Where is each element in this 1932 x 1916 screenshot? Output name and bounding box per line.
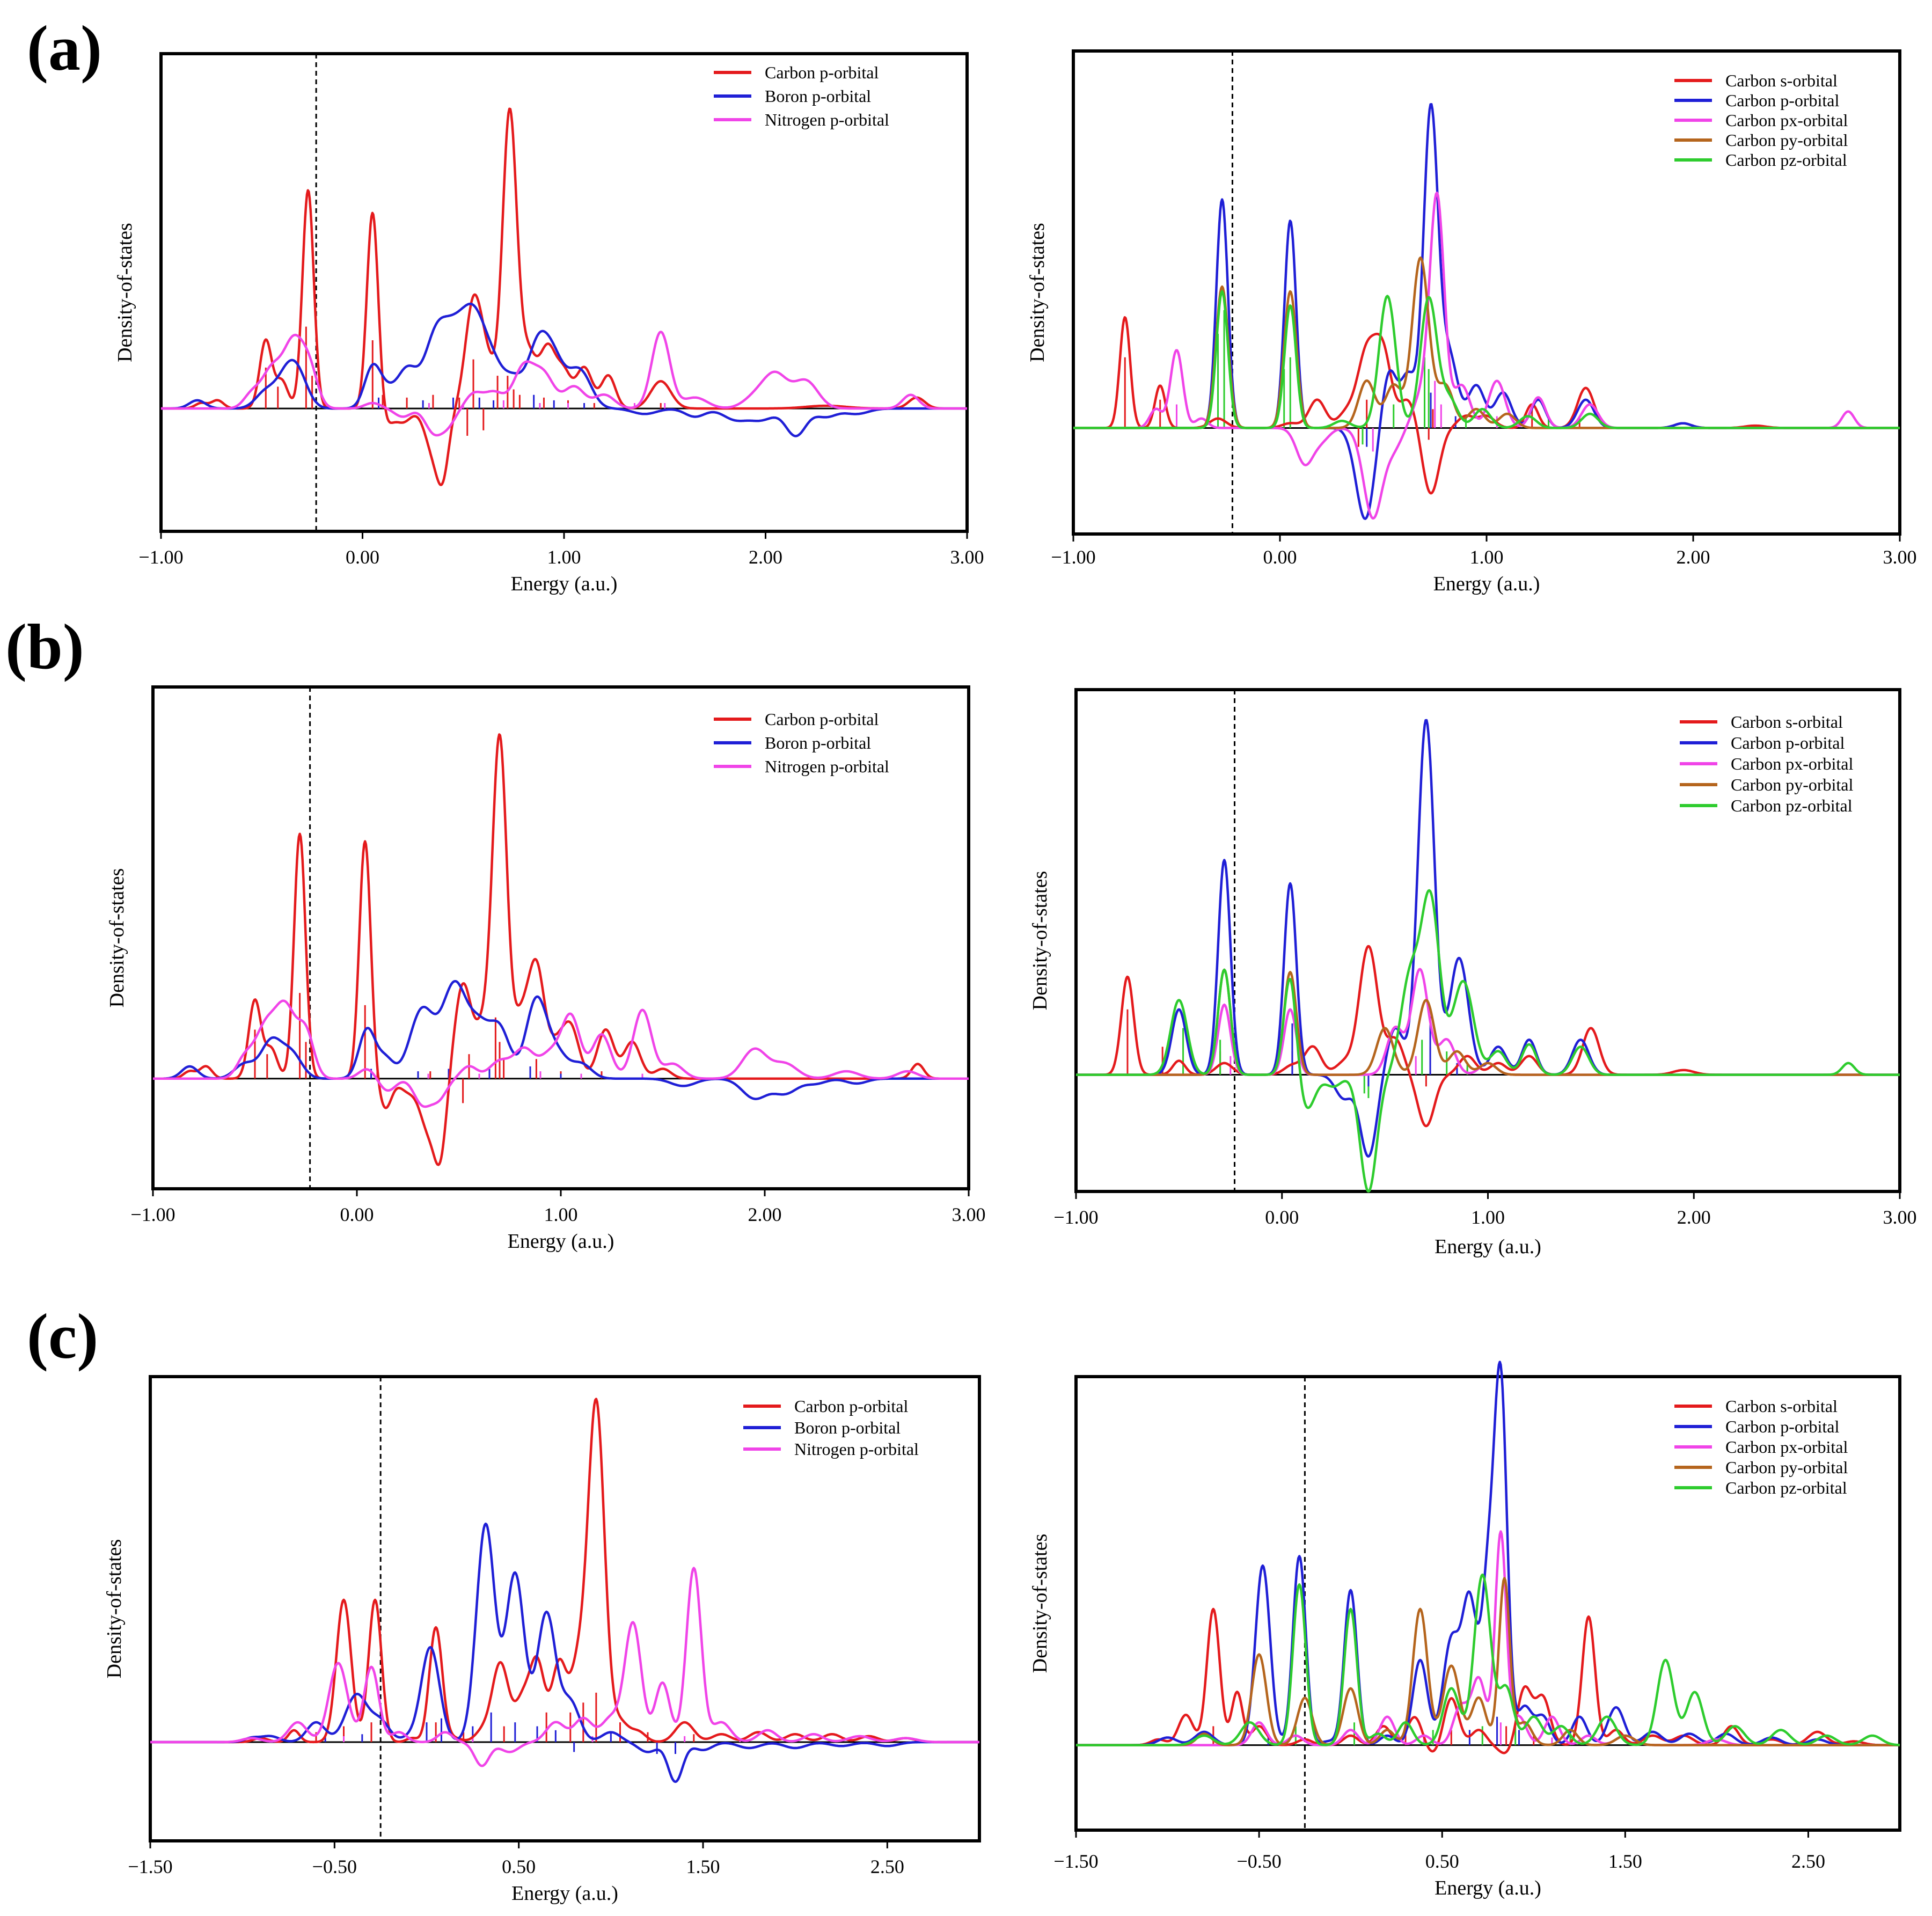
- x-tick-label: 1.50: [1608, 1851, 1642, 1872]
- y-axis-label: Density-of-states: [103, 1539, 126, 1679]
- x-tick-label: 2.50: [1791, 1851, 1825, 1872]
- plot-frame: [149, 1375, 981, 1842]
- legend-entry: Carbon px-orbital: [1731, 754, 1854, 773]
- series-line-3: [1075, 1530, 1900, 1746]
- x-tick-label: 1.00: [547, 546, 581, 568]
- series-line-1: [1075, 945, 1900, 1128]
- series-line-3: [160, 331, 968, 437]
- x-tick-label: −1.00: [138, 546, 183, 568]
- chart-a-left: −1.00 0.00 1.00 2.00 3.00 Energy (a.u.) Densit…: [114, 52, 984, 595]
- legend-entry: Carbon pz-orbital: [1731, 796, 1853, 815]
- legend-entry: Carbon p-orbital: [794, 1396, 909, 1416]
- series-line-1: [152, 733, 969, 1166]
- x-tick-label: 2.00: [748, 1204, 782, 1225]
- x-tick-label: −1.00: [1053, 1206, 1098, 1228]
- legend-entry: Boron p-orbital: [765, 733, 871, 752]
- legend-entry: Carbon p-orbital: [1725, 91, 1840, 110]
- legend-entry: Carbon p-orbital: [1731, 733, 1845, 752]
- series-line-1: [160, 107, 968, 486]
- legend-entry: Carbon s-orbital: [1725, 71, 1838, 90]
- legend-entry: Nitrogen p-orbital: [765, 110, 889, 129]
- x-tick-label: 2.00: [749, 546, 782, 568]
- series-line-5: [1075, 889, 1900, 1193]
- series-line-2: [1075, 1361, 1900, 1746]
- legend-entry: Carbon p-orbital: [765, 710, 879, 729]
- chart-c-left: −1.50 −0.50 0.50 1.50 2.50 Energy (a.u.) Densi…: [103, 1375, 981, 1905]
- x-axis-label: Energy (a.u.): [1435, 1877, 1541, 1899]
- series-line-5: [1075, 1573, 1900, 1746]
- legend-entry: Carbon py-orbital: [1725, 130, 1848, 150]
- legend-entry: Carbon s-orbital: [1725, 1396, 1838, 1416]
- legend-entry: Carbon p-orbital: [765, 63, 879, 82]
- legend-entry: Carbon s-orbital: [1731, 712, 1843, 732]
- series-line-2: [160, 302, 968, 437]
- plot-frame: [1074, 1375, 1901, 1832]
- chart-b-right: −1.00 0.00 1.00 2.00 3.00 Energy (a.u.) Densit…: [1029, 688, 1917, 1258]
- legend-entry: Carbon py-orbital: [1731, 775, 1854, 794]
- x-tick-label: −1.00: [130, 1204, 175, 1225]
- y-axis-label: Density-of-states: [114, 223, 136, 362]
- x-tick-label: 1.00: [544, 1204, 578, 1225]
- series-line-2: [152, 979, 969, 1100]
- x-tick-label: 3.00: [1883, 546, 1917, 568]
- x-tick-label: 3.00: [1883, 1206, 1917, 1228]
- y-axis-label: Density-of-states: [1029, 871, 1051, 1011]
- x-axis-label: Energy (a.u.): [511, 573, 618, 595]
- x-tick-label: 0.00: [340, 1204, 374, 1225]
- x-tick-label: −1.50: [128, 1856, 172, 1877]
- legend-entry: Carbon p-orbital: [1725, 1417, 1840, 1436]
- x-tick-label: −1.50: [1053, 1851, 1098, 1872]
- series-line-1: [150, 1398, 980, 1744]
- series-line-1: [1073, 316, 1900, 495]
- legend-entry: Carbon py-orbital: [1725, 1458, 1848, 1477]
- x-tick-label: 1.00: [1471, 1206, 1505, 1228]
- x-tick-label: −1.00: [1051, 546, 1095, 568]
- y-axis-label: Density-of-states: [1026, 223, 1049, 362]
- x-axis-label: Energy (a.u.): [511, 1882, 618, 1905]
- legend-entry: Nitrogen p-orbital: [765, 757, 889, 776]
- x-tick-label: 0.00: [1263, 546, 1297, 568]
- x-tick-label: 0.50: [502, 1856, 536, 1877]
- chart-c-right: −1.50 −0.50 0.50 1.50 2.50 Energy (a.u.) Densi…: [1029, 1361, 1901, 1899]
- legend-entry: Boron p-orbital: [794, 1418, 901, 1437]
- y-axis-label: Density-of-states: [1029, 1534, 1051, 1673]
- series-line-3: [1073, 191, 1900, 520]
- x-tick-label: 3.00: [950, 546, 984, 568]
- y-axis-label: Density-of-states: [106, 868, 128, 1008]
- series-line-3: [150, 1567, 980, 1767]
- x-tick-label: 0.50: [1425, 1851, 1459, 1872]
- x-tick-label: 0.00: [346, 546, 379, 568]
- legend-entry: Carbon px-orbital: [1725, 1437, 1848, 1457]
- panel-label-a: (a): [27, 12, 102, 84]
- x-tick-label: −0.50: [312, 1856, 357, 1877]
- x-tick-label: 3.00: [952, 1204, 986, 1225]
- x-axis-label: Energy (a.u.): [1433, 573, 1540, 595]
- legend-entry: Carbon pz-orbital: [1725, 1478, 1847, 1497]
- x-axis-label: Energy (a.u.): [1435, 1235, 1541, 1258]
- legend-entry: Boron p-orbital: [765, 86, 871, 106]
- x-tick-label: 0.00: [1265, 1206, 1299, 1228]
- series-line-5: [1073, 290, 1900, 429]
- series-line-3: [152, 999, 969, 1108]
- x-tick-label: −0.50: [1236, 1851, 1281, 1872]
- x-tick-label: 1.50: [686, 1856, 720, 1877]
- x-tick-label: 1.00: [1470, 546, 1504, 568]
- legend-entry: Nitrogen p-orbital: [794, 1439, 919, 1459]
- panel-label-c: (c): [27, 1300, 98, 1372]
- panel-label-b: (b): [5, 611, 84, 682]
- legend-entry: Carbon pz-orbital: [1725, 150, 1847, 170]
- x-tick-label: 2.50: [870, 1856, 904, 1877]
- series-line-2: [150, 1522, 980, 1783]
- legend-entry: Carbon px-orbital: [1725, 111, 1848, 130]
- chart-a-right: −1.00 0.00 1.00 2.00 3.00 Energy (a.u.) Densit…: [1026, 49, 1917, 595]
- chart-b-left: −1.00 0.00 1.00 2.00 3.00 Energy (a.u.) Densit…: [106, 685, 986, 1253]
- x-tick-label: 2.00: [1677, 1206, 1711, 1228]
- x-tick-label: 2.00: [1677, 546, 1710, 568]
- x-axis-label: Energy (a.u.): [508, 1230, 614, 1253]
